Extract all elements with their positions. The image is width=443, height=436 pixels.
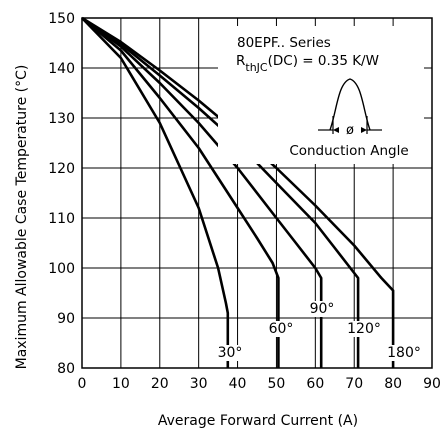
series-line — [81, 16, 323, 368]
y-tick-labels: 80 90 100 110 120 130 140 150 — [48, 11, 75, 377]
series-line — [81, 17, 230, 368]
x-tick-label: 60 — [306, 376, 324, 392]
rth-prefix: R — [236, 53, 245, 69]
curve-label-background — [307, 301, 337, 317]
x-tick-label: 70 — [345, 376, 363, 392]
y-tick-label: 120 — [48, 161, 75, 177]
curve-label: 30° — [218, 345, 243, 361]
y-tick-label: 90 — [57, 311, 75, 327]
x-tick-label: 10 — [112, 376, 130, 392]
curve-label-background — [385, 345, 423, 361]
series-line — [81, 16, 395, 368]
y-tick-label: 150 — [48, 11, 75, 27]
conduction-arrow-right — [361, 127, 367, 133]
x-tick-label: 30 — [190, 376, 208, 392]
curve-label: 120° — [347, 321, 381, 337]
conduction-angle-label: Conduction Angle — [289, 143, 408, 159]
curve-label: 90° — [310, 301, 335, 317]
y-tick-label: 110 — [48, 211, 75, 227]
x-tick-label: 40 — [229, 376, 247, 392]
annotation-background — [218, 26, 424, 164]
series-line — [81, 17, 280, 368]
curve-label-background — [345, 321, 383, 337]
rth-value: (DC) = 0.35 K/W — [268, 53, 379, 69]
rth-label: RthJC(DC) = 0.35 K/W — [236, 53, 379, 74]
curve-label-background — [215, 345, 245, 361]
y-tick-label: 100 — [48, 261, 75, 277]
curve-label: 60° — [269, 321, 294, 337]
y-tick-label: 130 — [48, 111, 75, 127]
series-name-label: 80EPF.. Series — [237, 35, 331, 51]
plot-frame — [81, 17, 433, 369]
x-tick-label: 50 — [268, 376, 286, 392]
y-axis-title: Maximum Allowable Case Temperature (°C) — [14, 65, 30, 370]
rth-subscript: thJC — [245, 61, 268, 74]
curve-label: 180° — [387, 345, 421, 361]
x-tick-label: 90 — [423, 376, 441, 392]
series-line — [81, 16, 360, 368]
x-tick-label: 80 — [384, 376, 402, 392]
x-tick-label: 20 — [151, 376, 169, 392]
phi-symbol: ø — [346, 123, 354, 138]
y-tick-label: 140 — [48, 61, 75, 77]
curve-labels: 30° 60° 90° 120° 180° — [215, 301, 423, 361]
series-curves — [81, 16, 395, 368]
conduction-waveform-icon — [329, 78, 371, 131]
x-tick-label: 0 — [78, 376, 87, 392]
conduction-arrow-left — [333, 127, 339, 133]
x-axis-title: Average Forward Current (A) — [158, 413, 358, 429]
curve-label-background — [266, 321, 296, 337]
x-tick-labels: 0 10 20 30 40 50 60 70 80 90 — [78, 376, 441, 392]
y-tick-label: 80 — [57, 361, 75, 377]
